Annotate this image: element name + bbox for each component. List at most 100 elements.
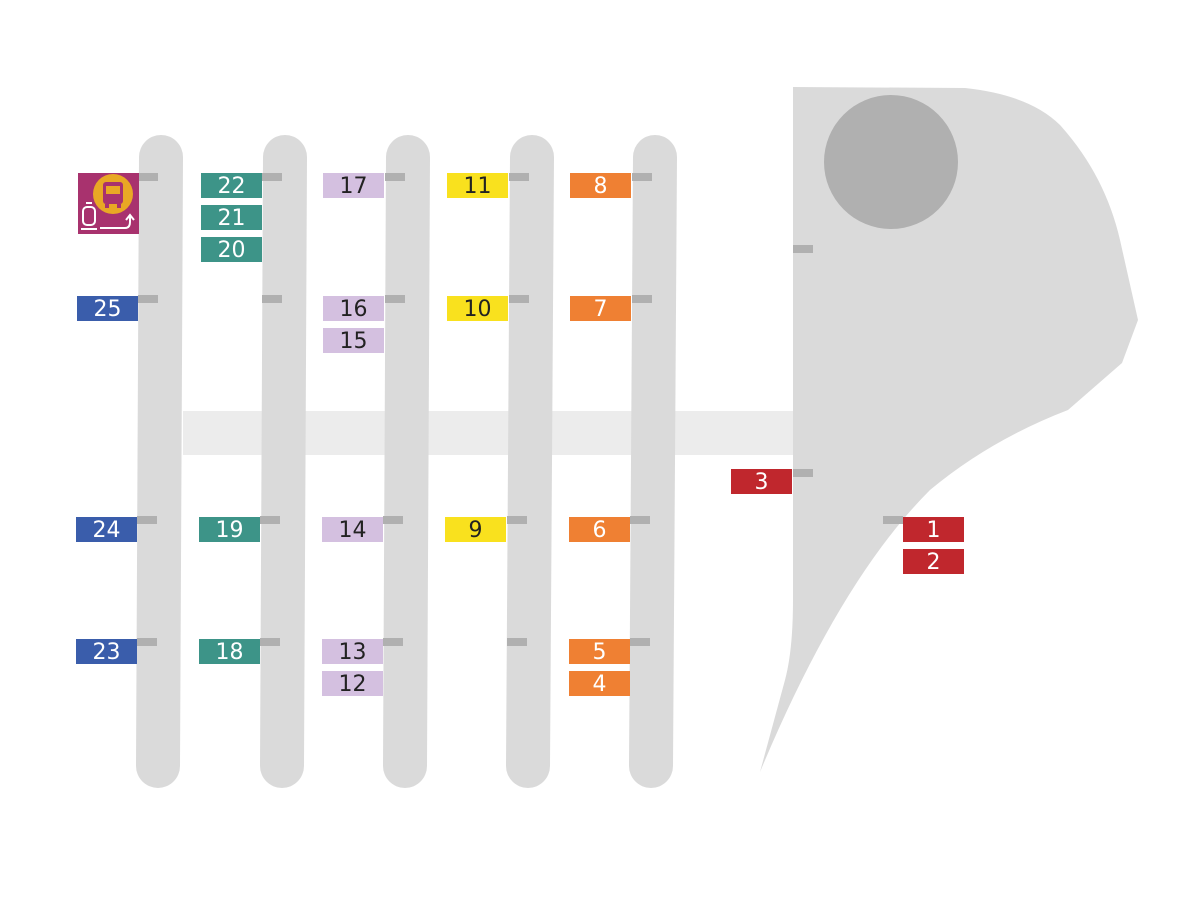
stop-badge [731, 469, 792, 494]
stop-19[interactable]: 19 [199, 517, 260, 543]
stop-marker [632, 295, 652, 303]
stop-number: 17 [340, 174, 368, 199]
stop-number: 10 [464, 297, 492, 322]
terminal-platform [760, 87, 1138, 772]
stop-marker [137, 638, 157, 646]
stop-badge [199, 517, 260, 542]
stop-2[interactable]: 2 [903, 549, 964, 575]
stop-number: 18 [216, 640, 244, 665]
stop-number: 19 [216, 518, 244, 543]
stop-9[interactable]: 9 [445, 517, 506, 543]
bus-platform [136, 135, 183, 788]
stop-15[interactable]: 15 [323, 328, 384, 354]
bus-platform [260, 135, 307, 788]
stop-badge [447, 296, 508, 321]
stop-marker [138, 173, 158, 181]
stop-number: 14 [339, 518, 367, 543]
stop-marker [509, 295, 529, 303]
stop-marker [260, 638, 280, 646]
stop-badge [77, 296, 138, 321]
stop-number: 1 [927, 518, 941, 543]
stop-number: 16 [340, 297, 368, 322]
stop-10[interactable]: 10 [447, 296, 508, 322]
stop-badge [323, 328, 384, 353]
stop-8[interactable]: 8 [570, 173, 631, 199]
stop-number: 24 [93, 518, 121, 543]
stop-number: 3 [755, 470, 769, 495]
stop-marker [385, 173, 405, 181]
bus-platform [383, 135, 430, 788]
stop-marker [138, 295, 158, 303]
stop-1[interactable]: 1 [903, 517, 964, 543]
stop-number: 25 [94, 297, 122, 322]
stop-badge [445, 517, 506, 542]
bus-tram-transfer-icon [78, 173, 139, 234]
bus-icon [103, 182, 123, 208]
stop-number: 15 [340, 329, 368, 354]
bus-platform [629, 135, 677, 788]
stop-20[interactable]: 20 [201, 237, 262, 263]
stop-badge [201, 173, 262, 198]
stop-badge [323, 296, 384, 321]
stop-22[interactable]: 22 [201, 173, 262, 199]
stop-badge [569, 639, 630, 664]
stop-badge [199, 639, 260, 664]
stop-badge [570, 173, 631, 198]
transfer-arrow-icon [100, 213, 135, 229]
stop-4[interactable]: 4 [569, 671, 630, 697]
stop-badge [447, 173, 508, 198]
stop-marker [630, 638, 650, 646]
stop-number: 5 [593, 640, 607, 665]
stop-badge [201, 237, 262, 262]
stop-marker [262, 295, 282, 303]
stop-badge [201, 205, 262, 230]
stop-number: 20 [218, 238, 246, 263]
stop-marker [385, 295, 405, 303]
stop-25[interactable]: 25 [77, 296, 138, 322]
stop-3[interactable]: 3 [731, 469, 792, 495]
stop-badge [322, 671, 383, 696]
stop-badge [322, 639, 383, 664]
stop-number: 8 [594, 174, 608, 199]
stop-12[interactable]: 12 [322, 671, 383, 697]
stop-number: 6 [593, 518, 607, 543]
stop-badge [322, 517, 383, 542]
stop-21[interactable]: 21 [201, 205, 262, 231]
stop-number: 2 [927, 550, 941, 575]
stop-badge [76, 517, 137, 542]
stop-marker [507, 516, 527, 524]
stop-marker [883, 516, 903, 524]
stop-11[interactable]: 11 [447, 173, 508, 199]
stop-marker [632, 173, 652, 181]
stop-6[interactable]: 6 [569, 517, 630, 543]
stop-14[interactable]: 14 [322, 517, 383, 543]
stop-marker [383, 638, 403, 646]
terminal-building [824, 95, 958, 229]
stop-17[interactable]: 17 [323, 173, 384, 199]
stop-marker [509, 173, 529, 181]
stop-marker [137, 516, 157, 524]
stop-13[interactable]: 13 [322, 639, 383, 665]
stop-marker [630, 516, 650, 524]
stop-23[interactable]: 23 [76, 639, 137, 665]
stop-7[interactable]: 7 [570, 296, 631, 322]
stop-badge [569, 517, 630, 542]
stop-marker [793, 245, 813, 253]
stop-24[interactable]: 24 [76, 517, 137, 543]
stop-18[interactable]: 18 [199, 639, 260, 665]
stop-number: 9 [469, 518, 483, 543]
bus-platform [506, 135, 554, 788]
stop-marker [383, 516, 403, 524]
stop-5[interactable]: 5 [569, 639, 630, 665]
stop-number: 21 [218, 206, 246, 231]
stop-number: 22 [218, 174, 246, 199]
stop-number: 13 [339, 640, 367, 665]
stop-marker [507, 638, 527, 646]
stop-marker [260, 516, 280, 524]
stop-number: 11 [464, 174, 492, 199]
stop-16[interactable]: 16 [323, 296, 384, 322]
stop-number: 7 [594, 297, 608, 322]
stop-number: 23 [93, 640, 121, 665]
tram-icon [81, 202, 97, 230]
